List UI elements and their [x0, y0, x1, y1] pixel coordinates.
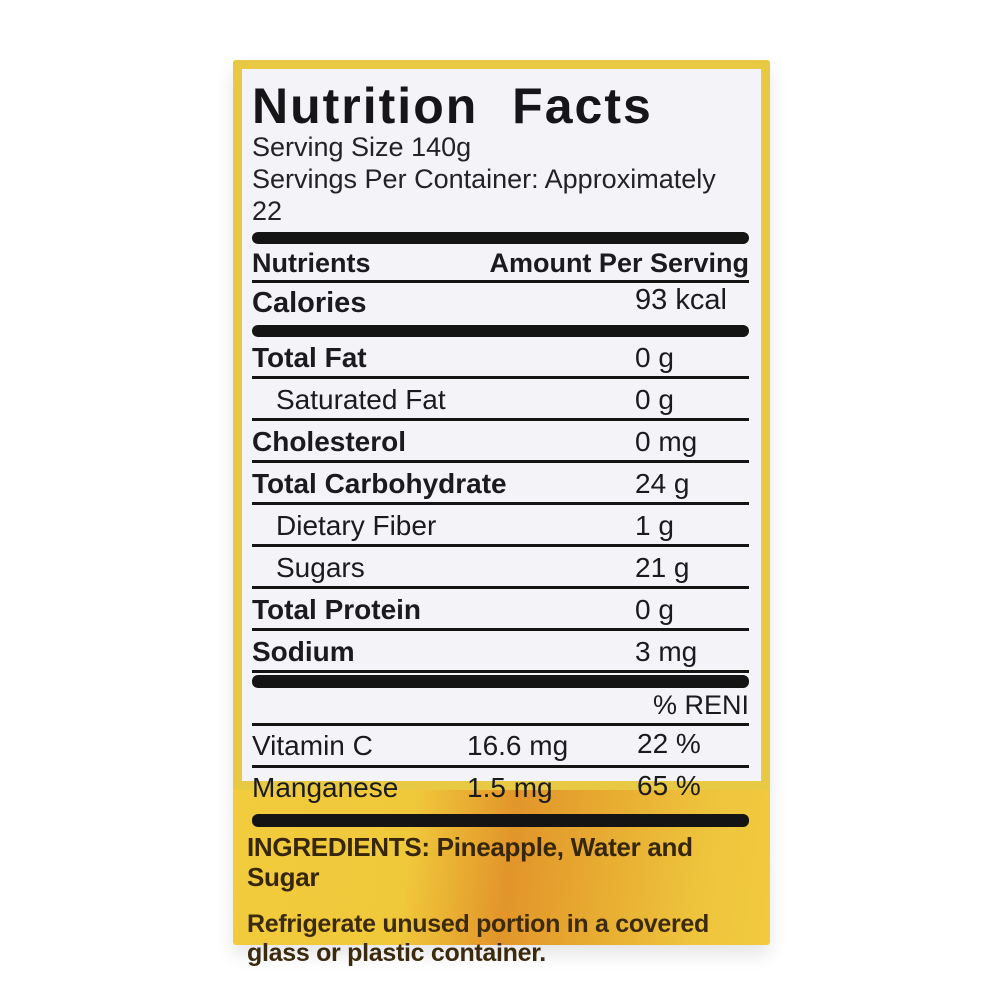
nutrient-label: Total Carbohydrate: [252, 468, 507, 499]
nutrient-value: 24 g: [635, 468, 690, 499]
table-row: Dietary Fiber 1 g: [252, 505, 749, 547]
reni-header-label: % RENI: [652, 690, 749, 720]
divider-bar-reni-top: [252, 675, 749, 688]
header-amount-per-serving: Amount Per Serving: [489, 248, 749, 278]
reni-amount: 16.6 mg: [467, 730, 569, 761]
product-label: Nutrition Facts Serving Size 140g Servin…: [233, 60, 770, 967]
calories-label: Calories: [252, 287, 367, 319]
header-nutrients: Nutrients: [252, 248, 371, 278]
nutrient-value: 0 mg: [635, 426, 698, 457]
table-row: Total Carbohydrate 24 g: [252, 463, 749, 505]
reni-amount: 1.5 mg: [467, 772, 553, 803]
reni-header: % RENI: [252, 688, 749, 726]
ingredients-section: INGREDIENTS: Pineapple, Water and Sugar …: [233, 790, 770, 967]
nutrient-value: 0 g: [635, 342, 674, 373]
divider-bar-top: [252, 232, 749, 244]
divider-bar-bottom: [252, 814, 749, 827]
table-row: Total Protein 0 g: [252, 589, 749, 631]
nutrient-value: 1 g: [635, 510, 674, 541]
reni-row: Manganese 1.5 mg 65 %: [252, 768, 749, 807]
divider-bar-calories: [252, 325, 749, 337]
nutrient-value: 0 g: [635, 384, 674, 415]
calories-row: Calories 93 kcal: [252, 283, 749, 320]
nutrient-label: Sodium: [252, 636, 355, 667]
table-row: Saturated Fat 0 g: [252, 379, 749, 421]
nutrient-value: 3 mg: [635, 636, 698, 667]
table-row: Cholesterol 0 mg: [252, 421, 749, 463]
nutrient-value: 0 g: [635, 594, 674, 625]
nutrition-facts-panel: Nutrition Facts Serving Size 140g Servin…: [233, 60, 770, 827]
reni-nutrient-label: Vitamin C: [252, 730, 373, 761]
nutrient-label: Total Protein: [252, 594, 422, 625]
table-header-row: Nutrients Amount Per Serving: [252, 244, 749, 283]
reni-row: Vitamin C 16.6 mg 22 %: [252, 726, 749, 768]
servings-per-container: Servings Per Container: Approximately 22: [252, 164, 716, 226]
reni-nutrient-label: Manganese: [252, 772, 399, 803]
table-row: Sugars 21 g: [252, 547, 749, 589]
table-row: Sodium 3 mg: [252, 631, 749, 673]
table-row: Total Fat 0 g: [252, 337, 749, 379]
nutrient-label: Dietary Fiber: [276, 510, 437, 541]
nutrient-label: Total Fat: [252, 342, 367, 373]
nutrition-facts-title: Nutrition Facts: [252, 78, 653, 134]
calories-value: 93 kcal: [635, 284, 727, 316]
serving-size: Serving Size 140g: [252, 132, 472, 162]
nutrient-label: Saturated Fat: [276, 384, 446, 415]
storage-note: Refrigerate unused portion in a covered …: [247, 910, 710, 967]
nutrient-label: Cholesterol: [252, 426, 407, 457]
nutrient-value: 21 g: [635, 552, 690, 583]
nutrient-label: Sugars: [276, 552, 365, 583]
ingredients-text: INGREDIENTS: Pineapple, Water and Sugar: [247, 832, 693, 892]
reni-percent: 22 %: [637, 728, 701, 759]
reni-percent: 65 %: [637, 770, 701, 801]
